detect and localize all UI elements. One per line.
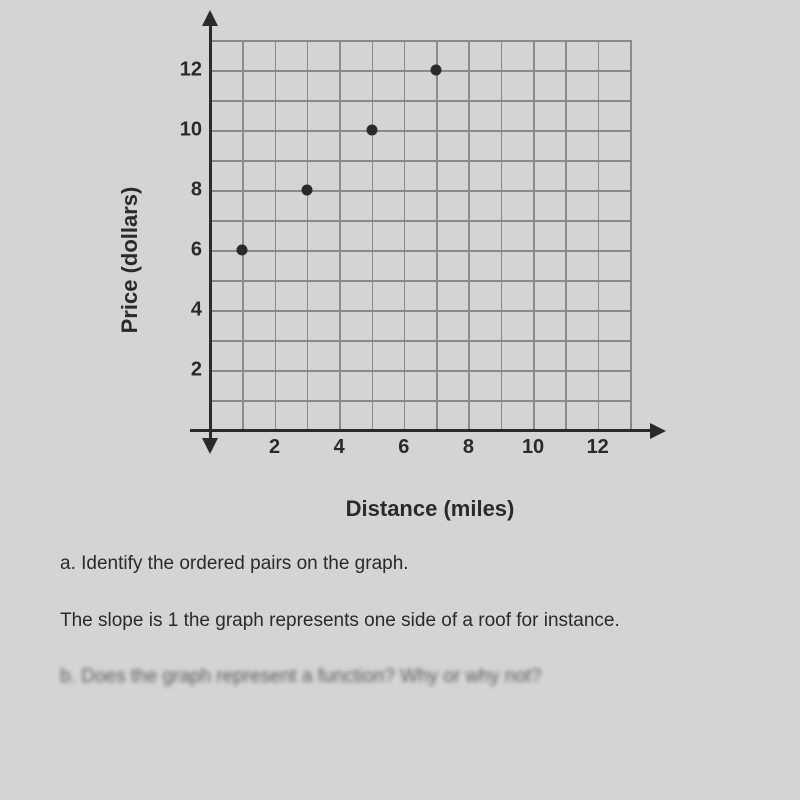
x-axis-label: Distance (miles) — [346, 496, 515, 522]
grid-line-vertical — [565, 40, 567, 430]
grid-line-vertical — [307, 40, 309, 430]
grid-line-vertical — [630, 40, 632, 430]
plot-area: 2468101224681012 — [210, 40, 630, 430]
grid-line-horizontal — [210, 280, 630, 282]
grid-line-horizontal — [210, 310, 630, 312]
x-tick-label: 2 — [269, 430, 280, 459]
question-b-partial: b. Does the graph represent a function? … — [60, 663, 740, 692]
grid-line-vertical — [339, 40, 341, 430]
arrow-right-icon — [650, 423, 666, 439]
y-tick-label: 8 — [191, 179, 210, 202]
y-tick-label: 10 — [180, 119, 210, 142]
question-text-block: a. Identify the ordered pairs on the gra… — [60, 550, 740, 692]
grid-line-horizontal — [210, 340, 630, 342]
y-tick-label: 12 — [180, 59, 210, 82]
x-tick-label: 4 — [334, 430, 345, 459]
grid-line-horizontal — [210, 190, 630, 192]
answer-a: The slope is 1 the graph represents one … — [60, 607, 740, 636]
question-a: a. Identify the ordered pairs on the gra… — [60, 550, 740, 579]
grid-line-horizontal — [210, 370, 630, 372]
data-point — [301, 185, 312, 196]
data-point — [431, 65, 442, 76]
data-point — [237, 245, 248, 256]
grid-line-vertical — [533, 40, 535, 430]
y-axis-label: Price (dollars) — [117, 187, 143, 334]
x-axis — [190, 429, 652, 432]
grid-line-vertical — [501, 40, 503, 430]
grid-line-vertical — [436, 40, 438, 430]
grid-line-horizontal — [210, 130, 630, 132]
y-tick-label: 6 — [191, 239, 210, 262]
y-tick-label: 2 — [191, 359, 210, 382]
grid-line-horizontal — [210, 100, 630, 102]
x-tick-label: 6 — [398, 430, 409, 459]
grid-line-vertical — [242, 40, 244, 430]
grid-line-vertical — [468, 40, 470, 430]
grid-line-horizontal — [210, 250, 630, 252]
grid-line-horizontal — [210, 400, 630, 402]
grid-line-vertical — [404, 40, 406, 430]
grid-line-horizontal — [210, 40, 630, 42]
x-tick-label: 10 — [522, 430, 544, 459]
x-tick-label: 12 — [587, 430, 609, 459]
data-point — [366, 125, 377, 136]
grid-line-horizontal — [210, 70, 630, 72]
grid-line-vertical — [275, 40, 277, 430]
grid-line-vertical — [372, 40, 374, 430]
y-tick-label: 4 — [191, 299, 210, 322]
arrow-up-icon — [202, 10, 218, 26]
arrow-down-icon — [202, 438, 218, 454]
grid-line-vertical — [598, 40, 600, 430]
grid-line-horizontal — [210, 220, 630, 222]
x-tick-label: 8 — [463, 430, 474, 459]
scatter-chart: Price (dollars) 2468101224681012 Distanc… — [150, 40, 650, 480]
grid-line-horizontal — [210, 160, 630, 162]
